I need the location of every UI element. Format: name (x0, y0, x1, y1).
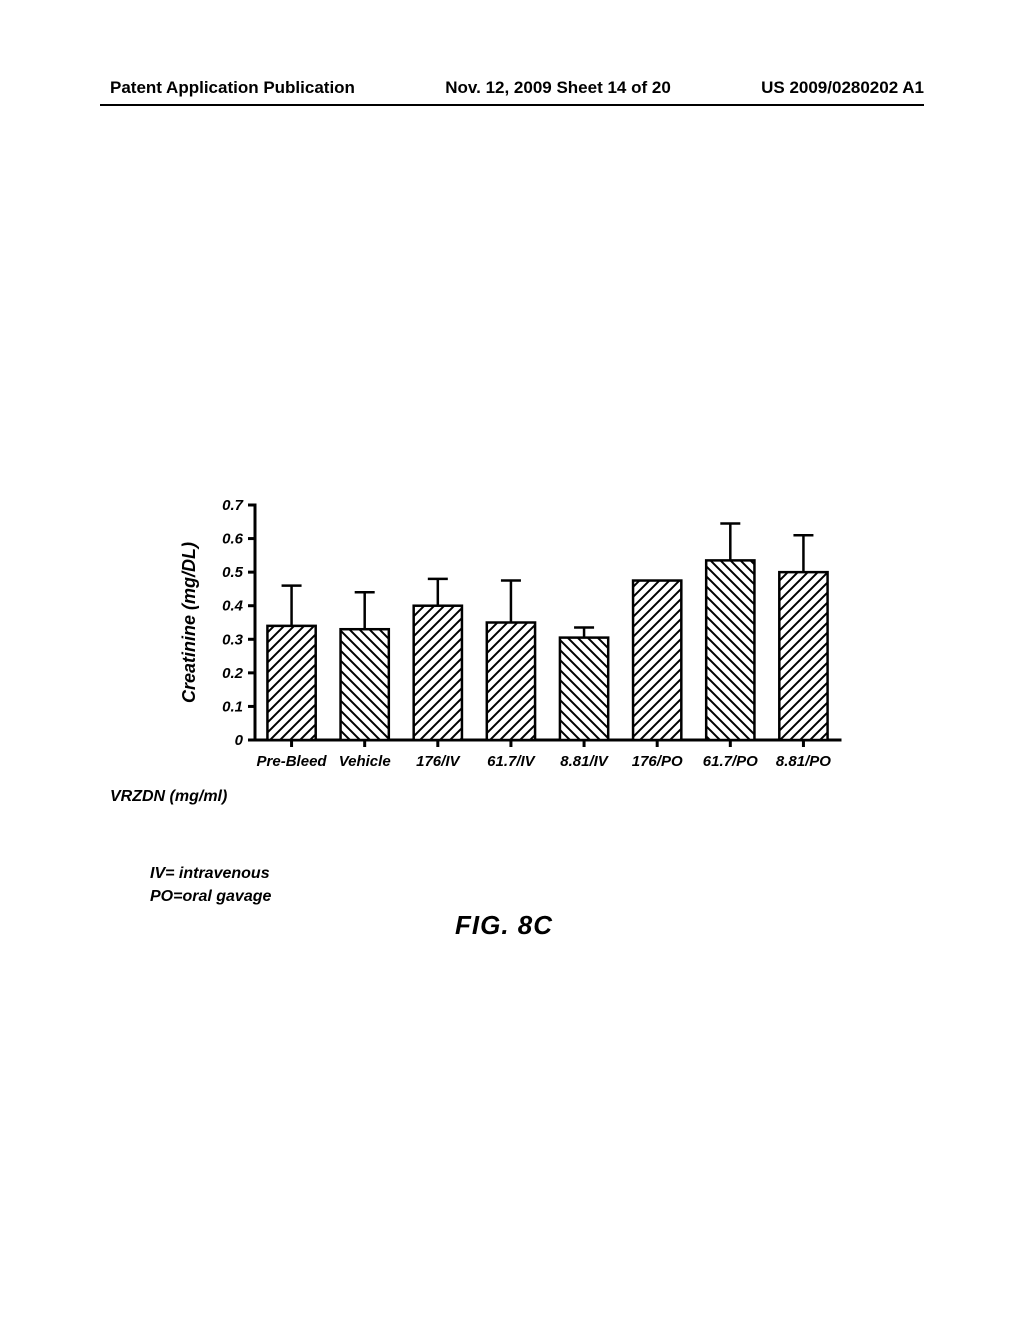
figure-label: FIG. 8C (455, 910, 553, 941)
legend-po: PO=oral gavage (150, 888, 271, 906)
svg-text:0.7: 0.7 (222, 497, 244, 514)
svg-text:0.5: 0.5 (222, 564, 244, 581)
svg-text:0.3: 0.3 (222, 631, 244, 648)
svg-text:8.81/IV: 8.81/IV (560, 753, 610, 770)
svg-text:Pre-Bleed: Pre-Bleed (257, 753, 328, 770)
page-header: Patent Application Publication Nov. 12, … (0, 78, 1024, 98)
header-center: Nov. 12, 2009 Sheet 14 of 20 (445, 78, 671, 98)
svg-text:61.7/IV: 61.7/IV (487, 753, 537, 770)
svg-text:8.81/PO: 8.81/PO (776, 753, 831, 770)
header-rule (100, 104, 924, 106)
svg-text:0.6: 0.6 (222, 531, 244, 548)
svg-text:0.1: 0.1 (222, 698, 243, 715)
svg-text:176/IV: 176/IV (416, 753, 461, 770)
svg-text:0.2: 0.2 (222, 665, 244, 682)
chart-svg: 0 0.1 0.2 0.3 0.4 0.5 0.6 0.7 Creatinine (mg/DL)… (160, 480, 880, 790)
svg-text:Creatinine (mg/DL): Creatinine (mg/DL) (179, 542, 199, 703)
svg-text:0: 0 (235, 732, 244, 749)
header-right: US 2009/0280202 A1 (761, 78, 924, 98)
svg-text:0.4: 0.4 (222, 598, 244, 615)
svg-text:61.7/PO: 61.7/PO (703, 753, 758, 770)
x-axis-unit-label: VRZDN (mg/ml) (110, 788, 227, 806)
svg-text:176/PO: 176/PO (632, 753, 683, 770)
header-left: Patent Application Publication (110, 78, 355, 98)
creatinine-bar-chart: 0 0.1 0.2 0.3 0.4 0.5 0.6 0.7 Creatinine (mg/DL)… (160, 480, 880, 790)
legend-iv: IV= intravenous (150, 865, 270, 883)
svg-text:Vehicle: Vehicle (339, 753, 391, 770)
